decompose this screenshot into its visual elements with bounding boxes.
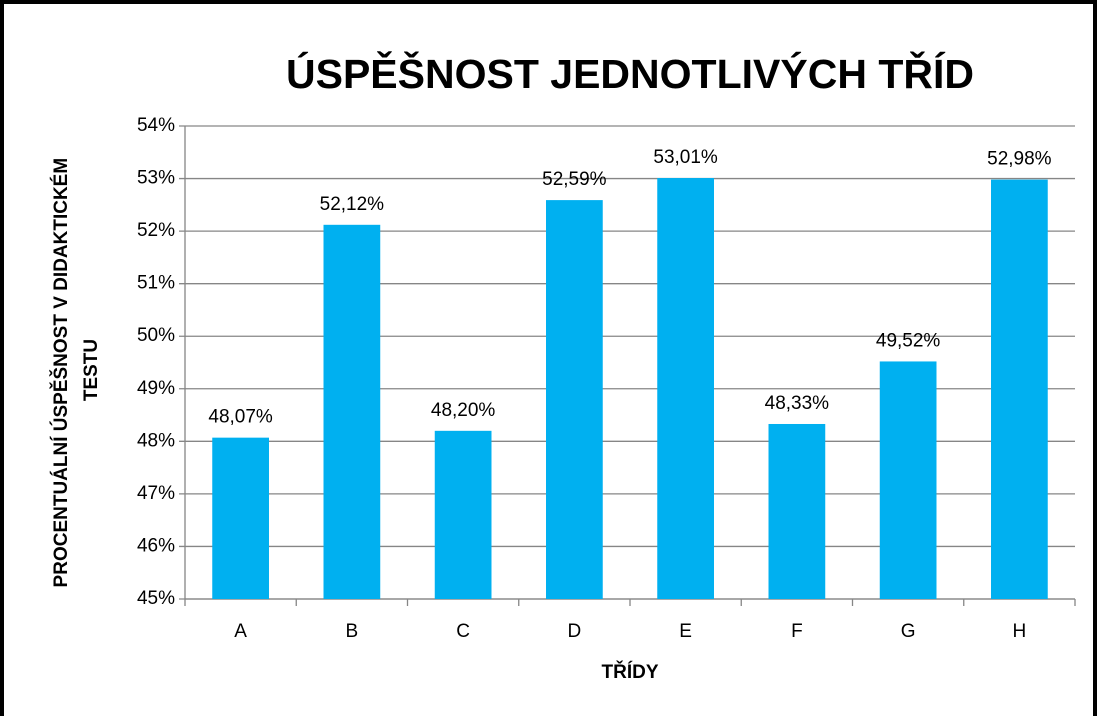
data-label: 49,52% — [876, 330, 941, 351]
x-tick-label: G — [901, 621, 916, 642]
x-tick-label: C — [456, 621, 470, 642]
bar — [768, 423, 826, 599]
y-tick-label: 47% — [137, 483, 175, 504]
data-label: 48,33% — [765, 393, 830, 414]
y-tick-label: 46% — [137, 535, 175, 556]
bar — [657, 178, 714, 599]
bar — [434, 430, 492, 599]
y-tick-label: 54% — [137, 115, 175, 136]
y-tick-label: 49% — [137, 378, 175, 399]
data-label: 48,07% — [208, 407, 273, 428]
data-label: 52,59% — [542, 169, 607, 190]
bar — [879, 361, 937, 599]
data-label: 53,01% — [653, 147, 718, 168]
bar — [546, 200, 603, 599]
data-label: 52,98% — [987, 149, 1052, 170]
y-axis-label: PROCENTUÁLNÍ ÚSPĚŠNOST V DIDAKTICKÉM TES… — [50, 153, 102, 588]
x-tick-label: A — [234, 621, 247, 642]
y-tick-label: 51% — [137, 273, 175, 294]
bar — [323, 224, 381, 599]
x-tick-label: D — [568, 621, 582, 642]
y-tick-label: 50% — [137, 325, 175, 346]
x-tick-label: H — [1013, 621, 1027, 642]
bar — [212, 437, 269, 599]
y-axis-label-line: PROCENTUÁLNÍ ÚSPĚŠNOST V DIDAKTICKÉM — [50, 153, 72, 588]
y-tick-label: 45% — [137, 588, 175, 609]
y-tick-label: 48% — [137, 430, 175, 451]
chart-title: ÚSPĚŠNOST JEDNOTLIVÝCH TŘÍD — [286, 51, 974, 97]
y-axis-label-line: TESTU — [81, 339, 102, 401]
data-label: 48,20% — [431, 400, 496, 421]
y-tick-label: 53% — [137, 168, 175, 189]
bar — [991, 179, 1048, 599]
x-tick-label: E — [679, 621, 692, 642]
x-tick-label: B — [346, 621, 359, 642]
y-tick-label: 52% — [137, 220, 175, 241]
x-axis-label: TŘÍDY — [602, 661, 659, 683]
x-tick-label: F — [791, 621, 803, 642]
data-label: 52,12% — [320, 194, 385, 215]
